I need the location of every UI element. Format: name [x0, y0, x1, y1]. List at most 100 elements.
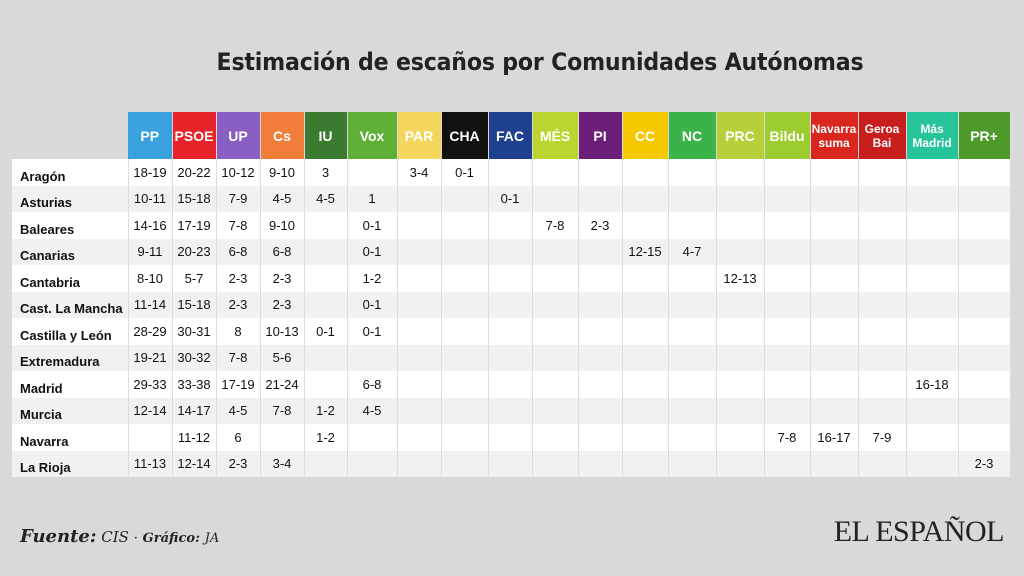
seat-estimate-cell: 20-23 [172, 238, 217, 265]
seat-estimate-cell [622, 371, 669, 398]
seat-estimate-cell: 4-5 [347, 397, 398, 424]
seat-estimate-cell [764, 318, 811, 345]
seat-estimate-cell [716, 159, 765, 186]
seat-estimate-cell: 20-22 [172, 159, 217, 186]
seat-estimate-cell: 11-12 [172, 424, 217, 451]
table-row: Cast. La Mancha 11-14 15-18 2-3 2-3 0-1 [12, 291, 1011, 318]
seat-estimate-cell [397, 212, 442, 239]
seat-estimate-cell: 4-5 [304, 185, 348, 212]
seat-estimate-cell [441, 344, 489, 371]
seat-estimate-cell [578, 265, 623, 292]
region-name: Canarias [12, 238, 129, 265]
seat-estimate-cell: 11-14 [128, 291, 173, 318]
seat-estimate-cell [668, 371, 717, 398]
seat-estimate-cell [578, 371, 623, 398]
region-name: Aragón [12, 159, 129, 186]
chart-title: Estimación de escaños por Comunidades Au… [216, 48, 864, 76]
seat-estimate-cell [764, 291, 811, 318]
graphic-label: Gráfico: [142, 531, 200, 546]
seat-estimate-cell: 19-21 [128, 344, 173, 371]
el-espanol-logo: EL ESPAÑOL [833, 515, 1005, 548]
seat-estimate-cell: 1-2 [304, 397, 348, 424]
seat-estimate-cell [958, 318, 1011, 345]
seat-estimate-cell [668, 450, 717, 477]
seat-estimate-cell [764, 185, 811, 212]
seat-estimate-cell [810, 185, 859, 212]
seat-estimate-cell [810, 212, 859, 239]
seat-estimate-cell [532, 344, 579, 371]
table-row: Baleares 14-16 17-19 7-8 9-10 0-1 7-8 2-3 [12, 212, 1011, 239]
seat-estimate-cell [441, 265, 489, 292]
seat-estimate-cell [441, 238, 489, 265]
seat-estimate-cell: 17-19 [172, 212, 217, 239]
source-credit: Fuente: CIS · Gráfico: JA [20, 526, 219, 547]
seat-estimate-cell [532, 185, 579, 212]
seat-estimate-cell [441, 450, 489, 477]
seat-estimate-cell [304, 212, 348, 239]
seat-estimate-cell [716, 397, 765, 424]
seat-estimate-cell [764, 159, 811, 186]
seat-estimate-cell: 10-12 [216, 159, 261, 186]
seat-estimate-cell: 7-8 [260, 397, 305, 424]
seat-estimate-cell [716, 212, 765, 239]
seat-estimate-cell: 0-1 [488, 185, 533, 212]
seat-estimate-cell [488, 371, 533, 398]
seat-estimate-cell [906, 424, 959, 451]
seat-estimate-cell [578, 450, 623, 477]
seat-estimate-cell: 16-17 [810, 424, 859, 451]
region-name: Cast. La Mancha [12, 291, 129, 318]
table-row: Castilla y León 28-29 30-31 8 10-13 0-1 0-1 [12, 318, 1011, 345]
region-name: Madrid [12, 371, 129, 398]
seat-estimate-cell [810, 397, 859, 424]
seat-estimate-cell [810, 450, 859, 477]
seat-estimate-cell: 6-8 [260, 238, 305, 265]
seat-estimate-cell [716, 344, 765, 371]
seat-estimate-cell [858, 185, 907, 212]
seat-estimate-cell: 21-24 [260, 371, 305, 398]
seat-estimate-cell: 18-19 [128, 159, 173, 186]
party-header-bildu: Bildu [764, 112, 811, 159]
table-row: Canarias 9-11 20-23 6-8 6-8 0-1 12-15 4-7 [12, 238, 1011, 265]
seat-estimate-cell: 3-4 [397, 159, 442, 186]
table-row: Cantabria 8-10 5-7 2-3 2-3 1-2 12-13 [12, 265, 1011, 292]
seat-estimate-cell [668, 291, 717, 318]
seat-estimate-cell [441, 185, 489, 212]
seat-estimate-cell [304, 344, 348, 371]
seat-estimate-cell [304, 450, 348, 477]
seat-estimate-cell [532, 238, 579, 265]
seat-estimate-cell [488, 291, 533, 318]
seat-estimate-cell [622, 397, 669, 424]
region-name: Extremadura [12, 344, 129, 371]
seat-estimate-cell [578, 344, 623, 371]
seat-estimate-cell [810, 318, 859, 345]
region-name: Asturias [12, 185, 129, 212]
seat-estimate-cell [810, 291, 859, 318]
seat-estimate-cell: 6-8 [216, 238, 261, 265]
seat-estimate-cell [622, 291, 669, 318]
seat-estimate-cell [532, 397, 579, 424]
seat-estimate-cell: 2-3 [260, 291, 305, 318]
seat-estimate-cell [578, 238, 623, 265]
seat-estimate-cell [958, 265, 1011, 292]
seat-estimate-cell [532, 450, 579, 477]
seat-estimate-cell [764, 397, 811, 424]
seat-estimate-cell: 17-19 [216, 371, 261, 398]
seat-estimate-cell: 15-18 [172, 291, 217, 318]
seat-estimate-cell [906, 450, 959, 477]
seat-estimate-cell [958, 238, 1011, 265]
seat-estimate-cell: 8 [216, 318, 261, 345]
seat-estimate-cell: 3 [304, 159, 348, 186]
seat-estimate-cell [441, 397, 489, 424]
party-header-geroa-bai: Geroa Bai [858, 112, 907, 159]
seat-estimate-cell: 7-9 [858, 424, 907, 451]
seat-estimate-cell [488, 265, 533, 292]
seat-estimate-cell [858, 238, 907, 265]
seat-estimate-cell [858, 344, 907, 371]
seat-estimate-cell [906, 318, 959, 345]
seat-estimate-cell [622, 424, 669, 451]
seat-estimate-cell: 1-2 [347, 265, 398, 292]
graphic-value: JA [204, 531, 220, 546]
seat-estimate-cell: 9-10 [260, 159, 305, 186]
seat-estimate-cell [622, 265, 669, 292]
seat-estimate-cell [764, 371, 811, 398]
